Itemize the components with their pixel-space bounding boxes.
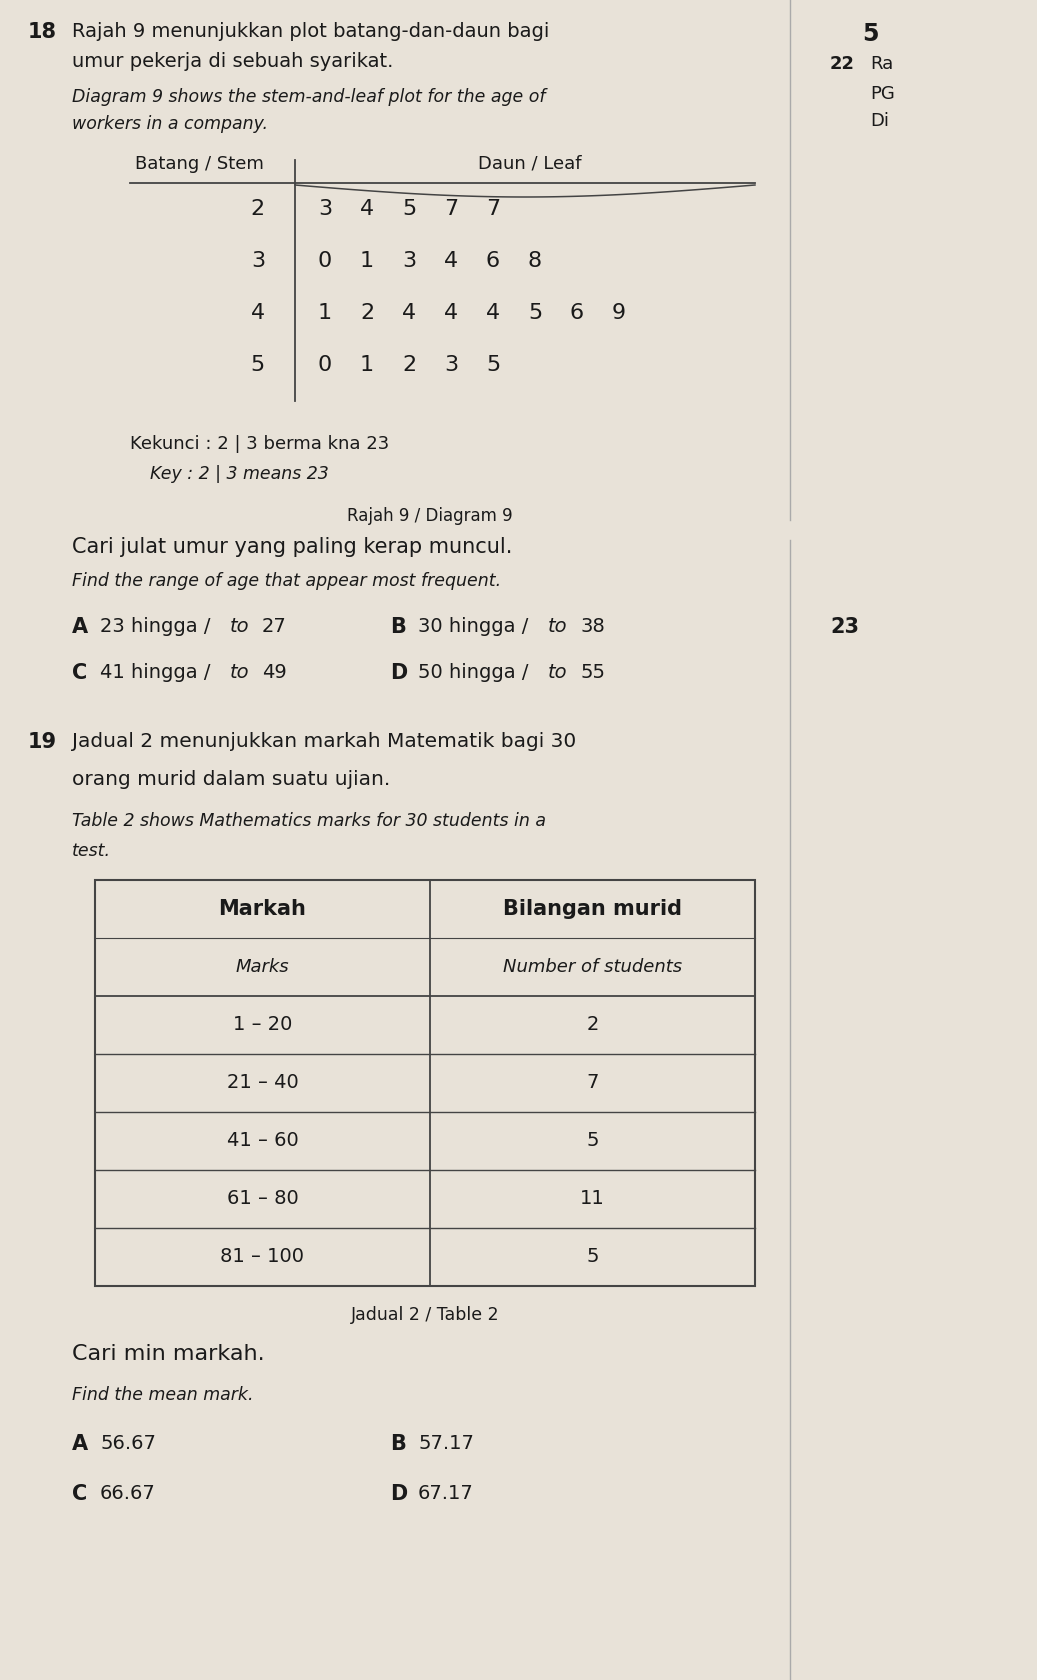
Text: umur pekerja di sebuah syarikat.: umur pekerja di sebuah syarikat. [72,52,393,71]
Text: D: D [390,1483,408,1504]
Text: Find the range of age that appear most frequent.: Find the range of age that appear most f… [72,571,501,590]
Text: 50 hingga /: 50 hingga / [418,664,529,682]
Text: 0: 0 [318,250,332,270]
Text: 1: 1 [360,354,374,375]
Text: Daun / Leaf: Daun / Leaf [478,155,582,173]
Text: Bilangan murid: Bilangan murid [503,899,682,919]
Text: 23: 23 [830,617,859,637]
Text: 4: 4 [251,302,265,323]
Text: 30 hingga /: 30 hingga / [418,617,529,637]
Text: Cari min markah.: Cari min markah. [72,1344,264,1364]
Text: 7: 7 [486,198,500,218]
Text: 4: 4 [444,250,458,270]
Text: 5: 5 [486,354,500,375]
Text: Key : 2 | 3 means 23: Key : 2 | 3 means 23 [150,465,329,484]
Text: 8: 8 [528,250,542,270]
Text: B: B [390,617,405,637]
Text: 41 – 60: 41 – 60 [227,1132,299,1151]
Text: 6: 6 [486,250,500,270]
Text: workers in a company.: workers in a company. [72,114,268,133]
Text: Jadual 2 menunjukkan markah Matematik bagi 30: Jadual 2 menunjukkan markah Matematik ba… [72,732,577,751]
Text: 1 – 20: 1 – 20 [233,1015,292,1035]
Text: 5: 5 [251,354,265,375]
Text: 56.67: 56.67 [100,1435,156,1453]
Text: C: C [72,664,87,684]
Text: 57.17: 57.17 [418,1435,474,1453]
Text: 38: 38 [580,617,605,637]
Text: Batang / Stem: Batang / Stem [135,155,263,173]
Text: 2: 2 [586,1015,598,1035]
Text: Rajah 9 menunjukkan plot batang-dan-daun bagi: Rajah 9 menunjukkan plot batang-dan-daun… [72,22,550,40]
Text: Table 2 shows Mathematics marks for 30 students in a: Table 2 shows Mathematics marks for 30 s… [72,811,546,830]
Text: 27: 27 [262,617,287,637]
Text: 55: 55 [580,664,605,682]
Text: 4: 4 [402,302,416,323]
Text: 6: 6 [570,302,584,323]
Text: 66.67: 66.67 [100,1483,156,1504]
Text: 1: 1 [360,250,374,270]
Text: 49: 49 [262,664,287,682]
Text: test.: test. [72,842,111,860]
Bar [95,880,755,1285]
Text: 11: 11 [580,1189,605,1208]
Text: 5: 5 [586,1248,598,1267]
Text: 7: 7 [586,1074,598,1092]
Text: 7: 7 [444,198,458,218]
Text: 5: 5 [862,22,878,45]
Text: to: to [548,664,567,682]
Text: 23 hingga /: 23 hingga / [100,617,211,637]
Text: 5: 5 [402,198,416,218]
Text: Cari julat umur yang paling kerap muncul.: Cari julat umur yang paling kerap muncul… [72,538,512,558]
Text: Markah: Markah [219,899,307,919]
Text: Rajah 9 / Diagram 9: Rajah 9 / Diagram 9 [347,507,513,524]
Text: Marks: Marks [235,958,289,976]
Text: 22: 22 [830,55,854,72]
Text: 2: 2 [360,302,374,323]
Text: Number of students: Number of students [503,958,682,976]
Text: 5: 5 [528,302,542,323]
Text: 2: 2 [251,198,265,218]
Text: 67.17: 67.17 [418,1483,474,1504]
Text: A: A [72,617,88,637]
Text: D: D [390,664,408,684]
Text: to: to [548,617,567,637]
Text: 4: 4 [444,302,458,323]
Text: Diagram 9 shows the stem-and-leaf plot for the age of: Diagram 9 shows the stem-and-leaf plot f… [72,87,545,106]
Text: 3: 3 [251,250,265,270]
Text: 5: 5 [586,1132,598,1151]
Text: Ra: Ra [870,55,893,72]
Text: 18: 18 [28,22,57,42]
Text: 1: 1 [318,302,332,323]
Text: Find the mean mark.: Find the mean mark. [72,1386,253,1404]
Text: 3: 3 [444,354,458,375]
Text: Di: Di [870,113,889,129]
Text: 19: 19 [28,732,57,753]
Text: orang murid dalam suatu ujian.: orang murid dalam suatu ujian. [72,769,390,790]
Text: B: B [390,1435,405,1453]
Text: 4: 4 [360,198,374,218]
Text: 0: 0 [318,354,332,375]
Text: A: A [72,1435,88,1453]
Text: Jadual 2 / Table 2: Jadual 2 / Table 2 [351,1305,499,1324]
Text: 3: 3 [318,198,332,218]
Text: to: to [230,617,250,637]
Text: 3: 3 [402,250,416,270]
Text: to: to [230,664,250,682]
Text: 4: 4 [486,302,500,323]
Text: 41 hingga /: 41 hingga / [100,664,211,682]
Text: Kekunci : 2 | 3 berma kna 23: Kekunci : 2 | 3 berma kna 23 [130,435,389,454]
Text: 61 – 80: 61 – 80 [227,1189,299,1208]
Text: 81 – 100: 81 – 100 [221,1248,305,1267]
Text: PG: PG [870,86,895,102]
Text: C: C [72,1483,87,1504]
Text: 2: 2 [402,354,416,375]
Text: 21 – 40: 21 – 40 [227,1074,299,1092]
Text: 9: 9 [612,302,626,323]
